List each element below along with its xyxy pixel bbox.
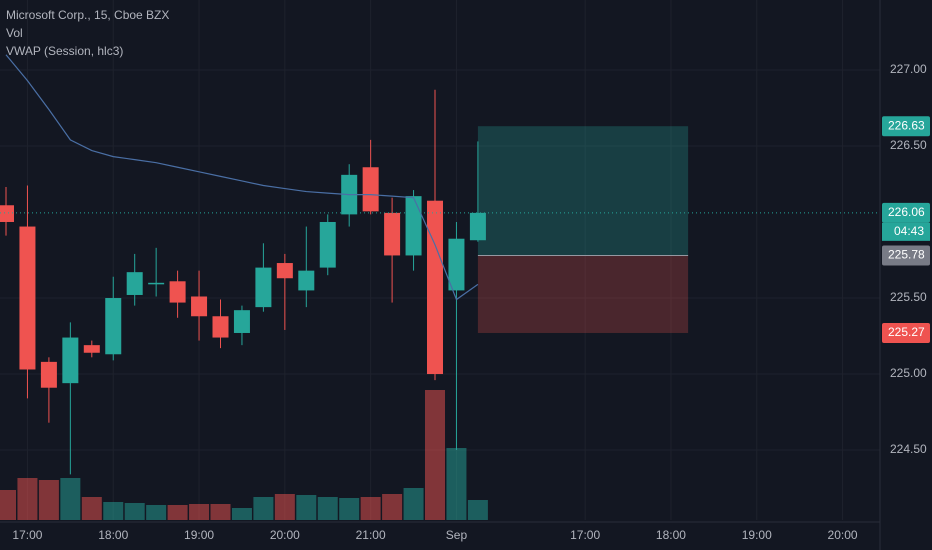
x-tick-label: 17:00 — [12, 528, 42, 542]
volume-bar — [146, 505, 167, 520]
volume-bar — [382, 494, 403, 520]
target-zone — [477, 126, 689, 256]
x-tick-label: 20:00 — [828, 528, 858, 542]
x-tick-label: 20:00 — [270, 528, 300, 542]
y-tick-label: 224.50 — [890, 442, 927, 456]
entry-badge — [882, 245, 930, 266]
candle-body — [83, 345, 100, 353]
last-price-badge — [882, 202, 930, 223]
candle-body — [469, 212, 486, 241]
vwap-line — [5, 54, 479, 301]
volume-bar — [38, 480, 59, 520]
candle-body — [405, 196, 422, 256]
volume-bar — [189, 504, 210, 520]
candle-body — [212, 316, 229, 338]
legend-volume: Vol — [6, 26, 23, 40]
volume-bar — [60, 478, 81, 520]
volume-bar — [296, 495, 317, 520]
candle-body — [19, 226, 36, 370]
candle-body — [148, 282, 165, 285]
candle-body — [0, 205, 14, 222]
y-tick-label: 225.50 — [890, 290, 927, 304]
x-tick-label: 19:00 — [742, 528, 772, 542]
candle-body — [384, 212, 401, 256]
candle-body — [427, 200, 443, 375]
candle-body — [298, 270, 315, 291]
countdown-badge — [882, 222, 930, 241]
candle-body — [40, 361, 57, 388]
candle-body — [126, 272, 143, 295]
x-tick-label: Sep — [446, 528, 468, 542]
volume-bar — [167, 505, 188, 520]
x-tick-label: 18:00 — [98, 528, 128, 542]
legend-title: Microsoft Corp., 15, Cboe BZX — [6, 8, 169, 22]
y-tick-label: 226.50 — [890, 138, 927, 152]
volume-bar — [81, 497, 102, 520]
stop-badge — [882, 322, 930, 343]
y-tick-label: 227.00 — [890, 62, 927, 76]
y-tick-label: 225.00 — [890, 366, 927, 380]
countdown: 04:43 — [894, 224, 924, 238]
target-badge — [882, 116, 930, 137]
stop-zone — [477, 255, 689, 333]
candle-body — [62, 337, 79, 384]
volume-bar — [467, 500, 488, 520]
last-price-label: 226.06 — [888, 205, 925, 219]
candle-body — [255, 267, 272, 308]
candle-body — [191, 296, 208, 317]
volume-bar — [360, 497, 381, 520]
x-tick-label: 19:00 — [184, 528, 214, 542]
volume-bar — [210, 504, 231, 520]
candle-body — [276, 263, 293, 279]
volume-bar — [403, 488, 424, 520]
candle-body — [319, 221, 336, 268]
x-tick-label: 18:00 — [656, 528, 686, 542]
volume-bar — [253, 497, 274, 520]
x-tick-label: 17:00 — [570, 528, 600, 542]
volume-bar — [446, 448, 467, 520]
candle-body — [233, 310, 250, 333]
candle-body — [169, 281, 186, 303]
volume-bar — [231, 508, 252, 520]
volume-bar — [103, 502, 124, 520]
stop-label: 225.27 — [888, 325, 925, 339]
x-tick-label: 21:00 — [356, 528, 386, 542]
volume-bar — [425, 390, 445, 520]
legend-vwap: VWAP (Session, hlc3) — [6, 44, 123, 58]
volume-bar — [339, 498, 360, 520]
volume-bar — [17, 478, 38, 520]
volume-bar — [124, 503, 145, 520]
candle-body — [448, 238, 465, 291]
volume-bar — [0, 490, 16, 520]
volume-bar — [274, 494, 295, 520]
candle-body — [362, 167, 379, 212]
entry-label: 225.78 — [888, 248, 925, 262]
target-label: 226.63 — [888, 118, 925, 132]
volume-bar — [317, 497, 338, 520]
candle-body — [105, 298, 122, 355]
